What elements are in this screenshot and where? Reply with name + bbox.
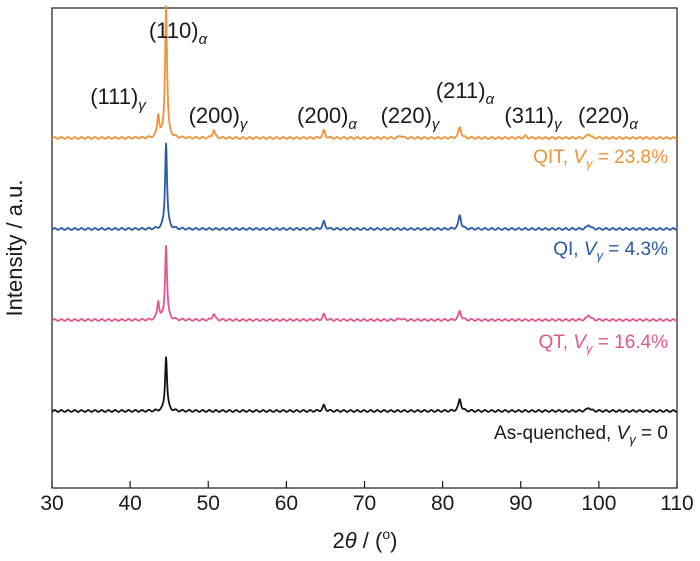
x-tick-label-90: 90	[509, 492, 532, 515]
series-label-qt: QT, Vγ = 16.4%	[538, 332, 668, 356]
x-tick-label-40: 40	[118, 492, 141, 515]
x-tick-label-60: 60	[275, 492, 298, 515]
peak-label-g220: (220)γ	[381, 103, 441, 133]
x-axis-label: 2θ / (o)	[333, 526, 398, 553]
peak-label-g311: (311)γ	[504, 103, 563, 133]
series-line-qt	[51, 244, 678, 322]
x-tick-label-50: 50	[197, 492, 220, 515]
series-label-qi: QI, Vγ = 4.3%	[553, 239, 668, 263]
peak-label-g200: (200)γ	[189, 103, 249, 133]
series-line-asq	[51, 356, 678, 413]
series-line-qi	[51, 142, 678, 231]
x-tick-label-110: 110	[660, 492, 693, 515]
x-tick-label-70: 70	[353, 492, 376, 515]
x-tick-label-30: 30	[40, 492, 63, 515]
series-labels: QIT, Vγ = 23.8% QI, Vγ = 4.3% QT, Vγ = 16.…	[494, 147, 668, 447]
peak-label-a110: (110)α	[149, 18, 208, 48]
peak-label-a211: (211)α	[436, 78, 495, 108]
x-tick-label-100: 100	[581, 492, 616, 515]
series-line-qit	[51, 5, 678, 140]
y-axis-label: Intensity / a.u.	[2, 180, 27, 317]
peak-label-a200: (200)α	[297, 103, 357, 133]
peak-label-a220: (220)α	[578, 103, 638, 133]
x-tick-label-80: 80	[431, 492, 454, 515]
x-axis-ticks: 30 40 50 60 70 80 90 100 110	[40, 481, 694, 515]
peak-label-g111: (111)γ	[90, 84, 147, 114]
series-layer	[51, 5, 678, 413]
series-label-qit: QIT, Vγ = 23.8%	[533, 147, 668, 171]
peak-labels: (111)γ (110)α (200)γ (200)α (220)γ(211)α (311…	[90, 18, 638, 133]
series-label-asq: As-quenched, Vγ = 0	[494, 423, 668, 447]
